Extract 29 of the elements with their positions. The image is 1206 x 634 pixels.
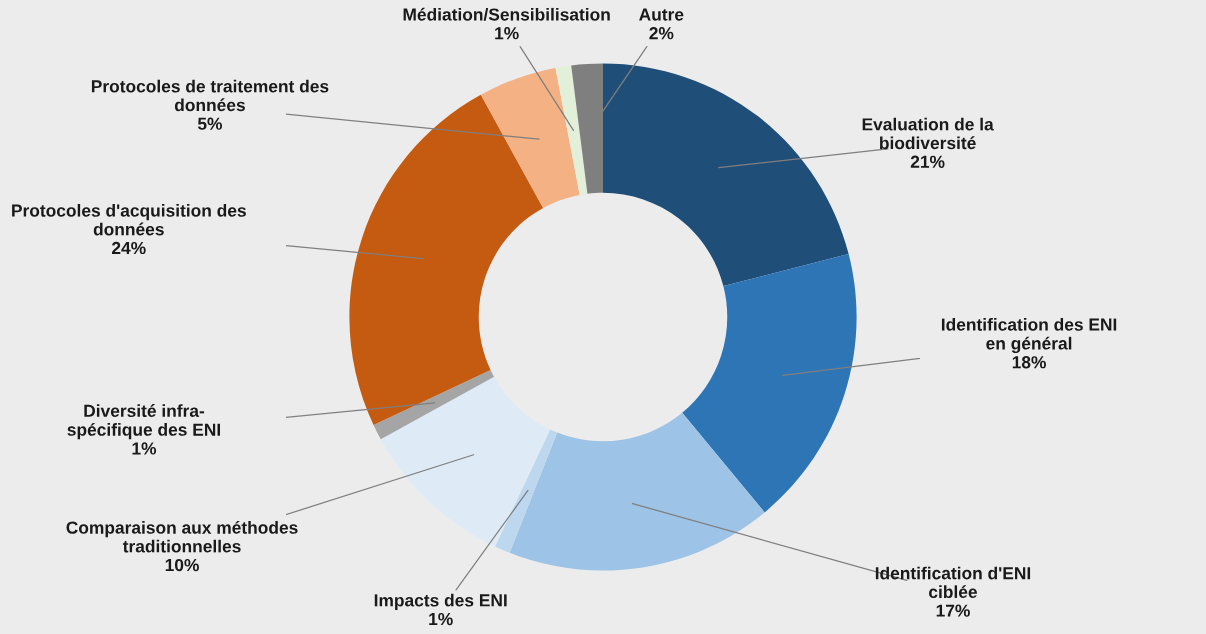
data-label: 1%: [132, 442, 157, 455]
donut-slice: [682, 253, 857, 513]
slice-label: Identification d'ENI ciblée: [875, 566, 1031, 599]
data-label: 5%: [197, 117, 223, 130]
slice-label: Evaluation de la biodiversité: [862, 117, 994, 150]
slice-label: Identification des ENI en général: [941, 317, 1117, 354]
slice-label: Protocoles d'acquisition des données: [12, 203, 246, 236]
slice-label: Protocoles de traitement des données: [91, 79, 329, 112]
data-label: 1%: [429, 612, 453, 626]
slice-label: Comparaison aux méthodes traditionnelles: [66, 520, 298, 553]
donut-slice: [555, 65, 588, 195]
data-label: 17%: [936, 604, 970, 617]
data-label: 10%: [165, 558, 199, 572]
donut-slice: [495, 429, 558, 553]
donut-slice: [603, 63, 849, 287]
donut-slice: [349, 94, 544, 425]
donut-slice: [480, 67, 580, 209]
data-label: 18%: [1012, 356, 1046, 369]
donut-slice: [380, 376, 551, 547]
data-label: 24%: [112, 241, 146, 255]
slice-label: Autre: [639, 8, 684, 21]
data-label: 2%: [649, 27, 674, 40]
donut-slice: [373, 369, 495, 440]
slice-label: Diversité infra- spécifique des ENI: [67, 404, 221, 440]
data-label: 1%: [495, 27, 519, 40]
slice-label: Impacts des ENI: [374, 593, 507, 610]
data-label: 21%: [910, 155, 945, 168]
slice-label: Médiation/Sensibilisation: [403, 7, 610, 21]
donut-slice: [509, 412, 765, 571]
